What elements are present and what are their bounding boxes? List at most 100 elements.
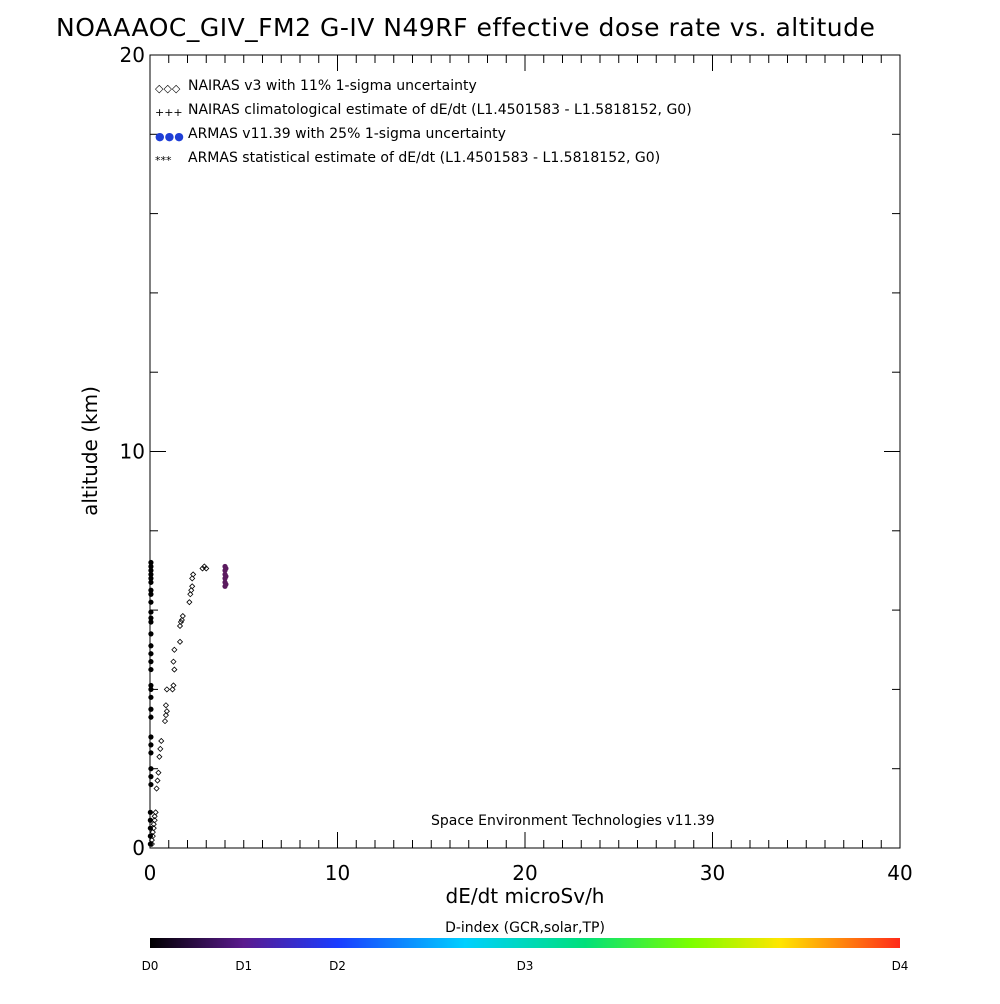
x-tick-label: 30 (700, 861, 725, 885)
data-point (148, 599, 154, 605)
data-point (148, 774, 154, 780)
data-point (176, 638, 184, 645)
data-point (148, 591, 154, 597)
plot-area (149, 54, 901, 849)
data-point (147, 809, 153, 815)
data-point (148, 563, 154, 570)
colorbar-label: D2 (329, 959, 346, 973)
y-axis-title: altitude (km) (78, 386, 102, 516)
data-point (148, 559, 154, 566)
data-point (170, 682, 177, 689)
data-point (189, 575, 196, 582)
data-point (148, 567, 154, 574)
data-point (148, 766, 154, 772)
y-tick-label: 20 (120, 43, 145, 67)
data-point (203, 565, 210, 572)
data-point (187, 591, 194, 598)
data-point (148, 619, 154, 625)
data-point (148, 659, 154, 665)
data-point (188, 587, 195, 594)
data-point (152, 809, 159, 816)
data-point (148, 714, 154, 720)
data-point (162, 712, 170, 719)
data-point (148, 643, 154, 649)
data-point (169, 686, 176, 693)
data-point (148, 571, 154, 578)
data-point (171, 646, 178, 653)
y-tick-labels: 0 10 20 (120, 43, 145, 860)
data-point (148, 575, 154, 581)
x-axis-title: dE/dt microSv/h (446, 884, 605, 908)
data-point (170, 658, 177, 665)
data-point (150, 821, 157, 828)
data-point (179, 612, 186, 620)
y-tick-label: 0 (132, 836, 145, 860)
data-point (223, 573, 229, 579)
data-point (161, 718, 169, 725)
colorbar-label: D4 (892, 959, 909, 973)
colorbar-title: D-index (GCR,solar,TP) (445, 920, 605, 936)
data-point (223, 565, 229, 572)
data-point (148, 615, 154, 621)
data-point (148, 609, 154, 615)
legend-marker: *** (155, 154, 172, 167)
legend: ◇◇◇ NAIRAS v3 with 11% 1-sigma uncertaint… (155, 78, 692, 167)
data-point (147, 841, 153, 847)
data-point (155, 769, 162, 776)
data-point (186, 599, 193, 606)
colorbar-label: D1 (235, 959, 252, 973)
data-point (158, 737, 165, 745)
data-point (163, 708, 170, 715)
data-point (189, 583, 196, 590)
data-point (148, 750, 154, 756)
data-point (177, 618, 185, 626)
data-point (147, 833, 153, 839)
data-point (147, 825, 153, 831)
chart-title: NOAAAOC_GIV_FM2 G-IV N49RF effective dos… (56, 13, 875, 42)
data-point (148, 651, 154, 657)
data-point (148, 579, 154, 585)
data-point (162, 702, 170, 709)
data-point (171, 666, 178, 673)
data-point (147, 817, 153, 823)
data-point (149, 829, 156, 836)
legend-entry: NAIRAS v3 with 11% 1-sigma uncertainty (188, 78, 477, 94)
data-point (178, 616, 185, 624)
legend-entry: ARMAS statistical estimate of dE/dt (L1.… (188, 150, 660, 166)
legend-marker: ●●● (155, 130, 184, 143)
legend-marker: ◇◇◇ (155, 82, 181, 95)
data-point (157, 745, 164, 752)
data-point (153, 785, 160, 792)
data-point (156, 753, 163, 760)
x-tick-label: 20 (512, 861, 537, 885)
data-point (148, 694, 154, 700)
data-point (223, 581, 229, 587)
axis-ticks (149, 54, 901, 849)
y-tick-label: 10 (120, 440, 145, 464)
data-point (154, 777, 161, 784)
data-point (148, 682, 154, 689)
data-point (151, 817, 158, 824)
legend-marker: +++ (155, 106, 183, 119)
data-point (163, 686, 170, 693)
x-tick-labels: 0 10 20 30 40 (144, 861, 913, 885)
data-point (148, 686, 154, 693)
credit-annotation: Space Environment Technologies v11.39 (431, 813, 715, 829)
legend-entry: ARMAS v11.39 with 25% 1-sigma uncertaint… (188, 126, 506, 142)
data-point (176, 622, 184, 630)
data-point (148, 706, 154, 712)
x-tick-label: 10 (325, 861, 350, 885)
colorbar (150, 938, 900, 948)
colorbar-labels: D0 D1 D2 D3 D4 (142, 959, 909, 973)
data-point (148, 734, 154, 740)
data-point (148, 742, 154, 748)
data-point (148, 587, 154, 593)
data-point (148, 631, 154, 637)
x-tick-label: 40 (887, 861, 912, 885)
data-point (148, 666, 154, 673)
colorbar-label: D3 (517, 959, 534, 973)
legend-entry: NAIRAS climatological estimate of dE/dt … (188, 102, 692, 118)
data-point (190, 571, 197, 578)
colorbar-label: D0 (142, 959, 159, 973)
data-point (148, 781, 154, 788)
